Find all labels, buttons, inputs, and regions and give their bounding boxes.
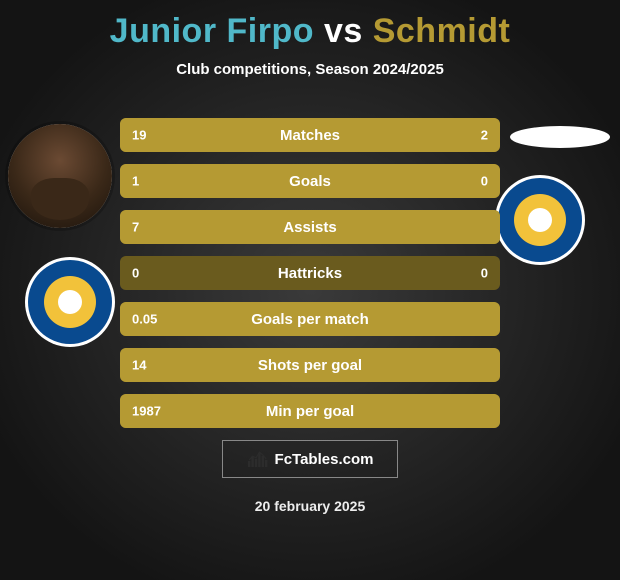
badge-core bbox=[58, 290, 82, 314]
stat-row: 192Matches bbox=[120, 118, 500, 152]
title-player1: Junior Firpo bbox=[110, 12, 314, 50]
subtitle: Club competitions, Season 2024/2025 bbox=[0, 61, 620, 78]
stat-label: Hattricks bbox=[120, 265, 500, 282]
stat-label: Matches bbox=[120, 127, 500, 144]
stat-label: Goals per match bbox=[120, 311, 500, 328]
badge-inner bbox=[44, 276, 96, 328]
stat-row: 10Goals bbox=[120, 164, 500, 198]
stat-row: 7Assists bbox=[120, 210, 500, 244]
stat-row: 1987Min per goal bbox=[120, 394, 500, 428]
stat-label: Shots per goal bbox=[120, 357, 500, 374]
badge-core bbox=[528, 208, 552, 232]
date-caption: 20 february 2025 bbox=[0, 498, 620, 514]
stat-label: Min per goal bbox=[120, 403, 500, 420]
player1-club-badge bbox=[28, 260, 112, 344]
player1-avatar bbox=[8, 124, 112, 228]
page-title: Junior Firpo vs Schmidt bbox=[0, 0, 620, 51]
stat-label: Goals bbox=[120, 173, 500, 190]
player2-club-badge bbox=[498, 178, 582, 262]
badge-inner bbox=[514, 194, 566, 246]
player2-avatar-placeholder bbox=[510, 126, 610, 148]
stat-row: 00Hattricks bbox=[120, 256, 500, 290]
stat-row: 14Shots per goal bbox=[120, 348, 500, 382]
player1-face-placeholder bbox=[8, 124, 112, 228]
stat-label: Assists bbox=[120, 219, 500, 236]
stat-row: 0.05Goals per match bbox=[120, 302, 500, 336]
title-vs: vs bbox=[324, 12, 363, 50]
title-player2: Schmidt bbox=[373, 12, 511, 50]
comparison-chart: 192Matches 10Goals 7Assists 00Hattricks 0.05… bbox=[120, 118, 500, 440]
fctables-label: FcTables.com bbox=[275, 451, 374, 468]
fctables-watermark: FcTables.com bbox=[222, 440, 398, 478]
bar-chart-icon bbox=[247, 450, 269, 468]
